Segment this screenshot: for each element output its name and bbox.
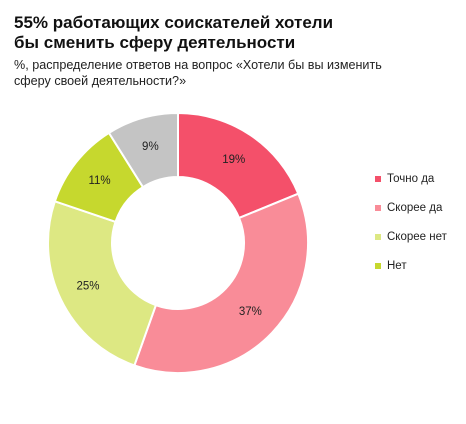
donut-slice-1: [177, 111, 300, 220]
slice-value-label-1: 19%: [222, 154, 245, 166]
donut-slice-5: [107, 111, 179, 189]
slice-value-label-3: 25%: [76, 281, 99, 293]
legend-label-4: Нет: [387, 259, 407, 272]
slice-value-label-2: 37%: [239, 306, 262, 318]
legend-label-3: Скорее нет: [387, 230, 447, 243]
legend-item-4: Нет: [375, 251, 447, 280]
donut-slice-3: [47, 200, 158, 367]
chart-subtitle-line-1: %, распределение ответов на вопрос «Хоте…: [14, 58, 382, 72]
donut-slice-2: [133, 192, 309, 374]
legend-item-3: Скорее нет: [375, 222, 447, 251]
legend-swatch-2: [375, 204, 381, 211]
legend-label-2: Скорее да: [387, 201, 443, 214]
chart-title: 55% работающих соискателей хотели бы сме…: [14, 13, 454, 53]
slice-value-label-4: 11%: [88, 175, 110, 187]
chart-title-line-1: 55% работающих соискателей хотели: [14, 13, 334, 32]
legend-swatch-4: [375, 262, 381, 269]
chart-legend: Точно да Скорее да Скорее нет Нет: [375, 164, 447, 280]
chart-subtitle: %, распределение ответов на вопрос «Хоте…: [14, 57, 454, 89]
legend-swatch-3: [375, 233, 381, 240]
slice-value-label-5: 9%: [142, 141, 159, 153]
legend-item-1: Точно да: [375, 164, 447, 193]
legend-swatch-1: [375, 175, 381, 182]
legend-label-1: Точно да: [387, 172, 435, 185]
chart-title-line-2: бы сменить сферу деятельности: [14, 33, 296, 52]
chart-subtitle-line-2: сферу своей деятельности?»: [14, 74, 187, 88]
legend-item-2: Скорее да: [375, 193, 447, 222]
